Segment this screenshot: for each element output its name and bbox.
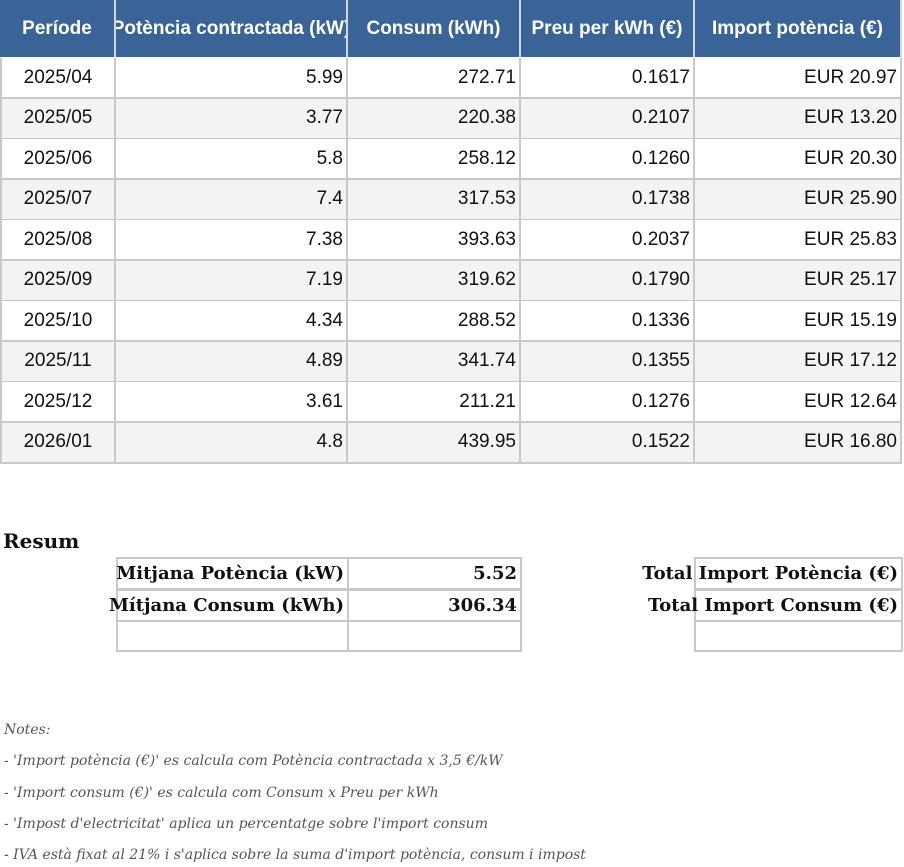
column-header[interactable]: Potència contractada (kW): [116, 0, 348, 57]
table-cell[interactable]: 0.1790: [521, 260, 695, 302]
table-cell[interactable]: 211.21: [348, 382, 521, 423]
total-label[interactable]: Total Import Consum (€): [648, 588, 903, 622]
table-cell[interactable]: 2026/01: [0, 422, 116, 464]
table-cell[interactable]: EUR 13.20: [695, 98, 902, 140]
column-header[interactable]: Consum (kWh): [348, 0, 521, 57]
table-cell[interactable]: 4.34: [116, 301, 348, 342]
table-cell[interactable]: 220.38: [348, 98, 521, 140]
table-cell[interactable]: EUR 25.83: [695, 220, 902, 261]
note-line: - 'Import potència (€)' es calcula com P…: [4, 753, 503, 770]
table-cell[interactable]: 439.95: [348, 422, 521, 464]
note-line: - 'Impost d'electricitat' aplica un perc…: [4, 815, 488, 832]
table-cell[interactable]: 7.38: [116, 220, 348, 261]
column-header[interactable]: Període: [0, 0, 116, 57]
table-cell[interactable]: 0.1738: [521, 179, 695, 221]
table-cell[interactable]: 2025/09: [0, 260, 116, 302]
table-cell[interactable]: 0.2107: [521, 98, 695, 140]
total-label[interactable]: Total Import Potència (€): [642, 557, 903, 590]
table-cell[interactable]: 0.1355: [521, 341, 695, 383]
table-cell[interactable]: 0.1336: [521, 301, 695, 342]
table-cell[interactable]: 0.1522: [521, 422, 695, 464]
table-cell[interactable]: 2025/07: [0, 179, 116, 221]
table-cell[interactable]: 5.8: [116, 139, 348, 180]
table-cell[interactable]: 258.12: [348, 139, 521, 180]
table-cell[interactable]: 7.19: [116, 260, 348, 302]
note-line: - 'Import consum (€)' es calcula com Con…: [4, 784, 439, 801]
note-line: - IVA està fixat al 21% i s'aplica sobre…: [4, 847, 586, 864]
table-cell[interactable]: 2025/12: [0, 382, 116, 423]
summary-label[interactable]: Mítjana Consum (kWh): [109, 588, 349, 622]
table-cell[interactable]: 0.1276: [521, 382, 695, 423]
summary-label[interactable]: Mitjana Potència (kW): [116, 557, 349, 590]
table-cell[interactable]: EUR 17.12: [695, 341, 902, 383]
table-cell[interactable]: 272.71: [348, 58, 521, 99]
empty-cell: [694, 620, 903, 652]
column-header[interactable]: Preu per kWh (€): [521, 0, 695, 57]
table-cell[interactable]: 3.77: [116, 98, 348, 140]
empty-cell: [116, 620, 349, 652]
table-cell[interactable]: 7.4: [116, 179, 348, 221]
table-cell[interactable]: 2025/06: [0, 139, 116, 180]
table-cell[interactable]: 319.62: [348, 260, 521, 302]
table-cell[interactable]: 4.8: [116, 422, 348, 464]
table-cell[interactable]: 5.99: [116, 58, 348, 99]
table-cell[interactable]: 2025/04: [0, 58, 116, 99]
table-cell[interactable]: EUR 25.90: [695, 179, 902, 221]
table-cell[interactable]: 317.53: [348, 179, 521, 221]
table-cell[interactable]: 0.1617: [521, 58, 695, 99]
empty-cell: [347, 620, 522, 652]
table-cell[interactable]: 2025/11: [0, 341, 116, 383]
table-cell[interactable]: 393.63: [348, 220, 521, 261]
table-cell[interactable]: EUR 16.80: [695, 422, 902, 464]
note-line: Notes:: [4, 722, 51, 738]
table-cell[interactable]: 3.61: [116, 382, 348, 423]
table-cell[interactable]: EUR 15.19: [695, 301, 902, 342]
table-cell[interactable]: 0.1260: [521, 139, 695, 180]
table-cell[interactable]: 341.74: [348, 341, 521, 383]
summary-value[interactable]: 306.34: [347, 588, 522, 622]
table-cell[interactable]: 2025/08: [0, 220, 116, 261]
table-cell[interactable]: EUR 20.97: [695, 58, 902, 99]
table-cell[interactable]: 2025/10: [0, 301, 116, 342]
table-cell[interactable]: 4.89: [116, 341, 348, 383]
table-cell[interactable]: 2025/05: [0, 98, 116, 140]
table-cell[interactable]: EUR 25.17: [695, 260, 902, 302]
table-cell[interactable]: 288.52: [348, 301, 521, 342]
table-cell[interactable]: EUR 12.64: [695, 382, 902, 423]
summary-title: Resum: [3, 529, 80, 553]
column-header[interactable]: Import potència (€): [695, 0, 902, 57]
summary-value[interactable]: 5.52: [347, 557, 522, 590]
table-cell[interactable]: EUR 20.30: [695, 139, 902, 180]
table-cell[interactable]: 0.2037: [521, 220, 695, 261]
